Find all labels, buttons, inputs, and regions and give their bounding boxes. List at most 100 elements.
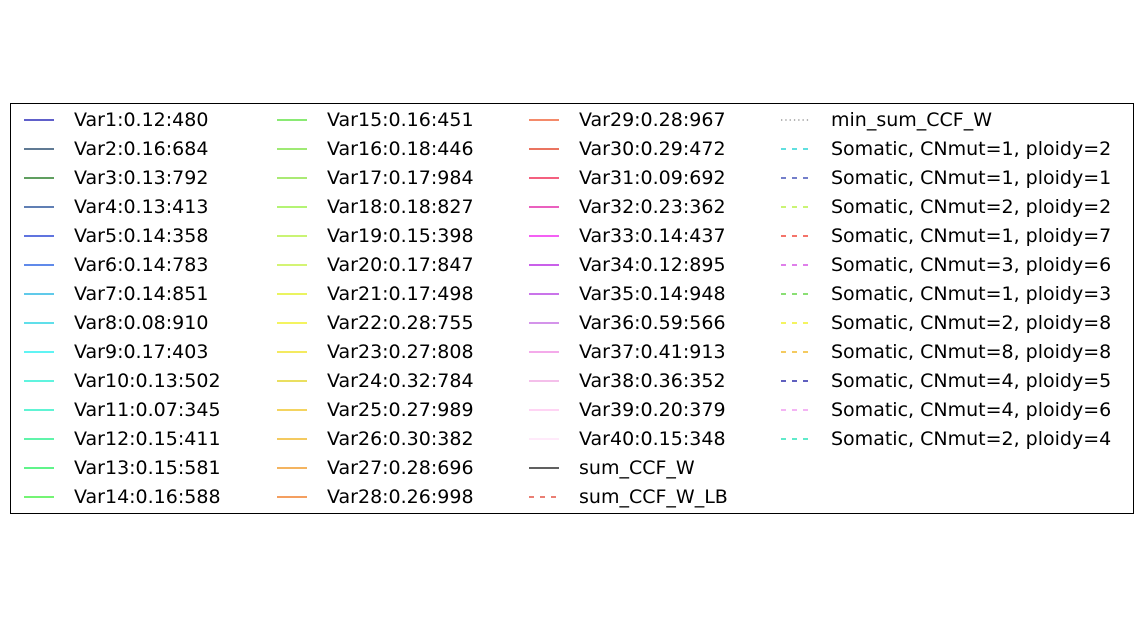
- legend-label: Var2:0.16:684: [74, 138, 209, 160]
- legend-label: Var27:0.28:696: [327, 457, 474, 479]
- legend-line-sample: [529, 177, 559, 179]
- legend-label: Var19:0.15:398: [327, 225, 474, 247]
- legend-label: Var36:0.59:566: [579, 312, 726, 334]
- legend-line-sample: [781, 351, 811, 353]
- legend-line-sample: [781, 177, 811, 179]
- legend-line-sample: [24, 264, 54, 266]
- legend-line-sample: [277, 467, 307, 469]
- legend-label: Var16:0.18:446: [327, 138, 474, 160]
- legend-label: Var11:0.07:345: [74, 399, 221, 421]
- legend-label: Var38:0.36:352: [579, 370, 726, 392]
- legend-label: Var28:0.26:998: [327, 486, 474, 508]
- legend-line-sample: [781, 235, 811, 237]
- legend-line-sample: [24, 496, 54, 498]
- legend-label: Var12:0.15:411: [74, 428, 221, 450]
- legend-label: sum_CCF_W_LB: [579, 486, 728, 508]
- legend-line-sample: [529, 293, 559, 295]
- legend-line-sample: [277, 409, 307, 411]
- legend-line-sample: [781, 119, 811, 121]
- legend-label: Somatic, CNmut=2, ploidy=2: [831, 196, 1112, 218]
- legend-label: Var10:0.13:502: [74, 370, 221, 392]
- legend-label: Var6:0.14:783: [74, 254, 209, 276]
- legend-line-sample: [24, 380, 54, 382]
- legend-line-sample: [529, 351, 559, 353]
- legend-line-sample: [24, 235, 54, 237]
- legend-label: Var21:0.17:498: [327, 283, 474, 305]
- legend-line-sample: [529, 235, 559, 237]
- legend-label: Var5:0.14:358: [74, 225, 209, 247]
- legend-label: Var29:0.28:967: [579, 109, 726, 131]
- legend-line-sample: [529, 438, 559, 440]
- legend-line-sample: [24, 409, 54, 411]
- legend-line-sample: [277, 380, 307, 382]
- legend-label: Var33:0.14:437: [579, 225, 726, 247]
- legend-line-sample: [277, 148, 307, 150]
- legend-line-sample: [529, 409, 559, 411]
- legend-line-sample: [24, 322, 54, 324]
- legend-label: Var23:0.27:808: [327, 341, 474, 363]
- legend-line-sample: [781, 409, 811, 411]
- legend-line-sample: [24, 177, 54, 179]
- legend-line-sample: [529, 496, 559, 498]
- legend-label: Var37:0.41:913: [579, 341, 726, 363]
- legend-line-sample: [277, 496, 307, 498]
- legend-label: Somatic, CNmut=1, ploidy=2: [831, 138, 1112, 160]
- legend-label: Var15:0.16:451: [327, 109, 474, 131]
- legend-line-sample: [277, 119, 307, 121]
- legend-line-sample: [24, 438, 54, 440]
- legend-label: Somatic, CNmut=2, ploidy=4: [831, 428, 1112, 450]
- legend-line-sample: [529, 467, 559, 469]
- legend-label: Var35:0.14:948: [579, 283, 726, 305]
- legend-line-sample: [529, 380, 559, 382]
- legend-label: Var26:0.30:382: [327, 428, 474, 450]
- legend-label: Somatic, CNmut=1, ploidy=7: [831, 225, 1112, 247]
- legend-line-sample: [24, 206, 54, 208]
- legend-line-sample: [277, 235, 307, 237]
- legend-line-sample: [529, 264, 559, 266]
- legend-line-sample: [781, 206, 811, 208]
- legend-label: Var17:0.17:984: [327, 167, 474, 189]
- legend-line-sample: [529, 206, 559, 208]
- legend-label: Var9:0.17:403: [74, 341, 209, 363]
- legend-label: Var3:0.13:792: [74, 167, 209, 189]
- legend-label: Var8:0.08:910: [74, 312, 209, 334]
- legend-label: Var40:0.15:348: [579, 428, 726, 450]
- legend-label: Var1:0.12:480: [74, 109, 209, 131]
- legend-label: Somatic, CNmut=1, ploidy=1: [831, 167, 1112, 189]
- legend-label: Var32:0.23:362: [579, 196, 726, 218]
- legend-line-sample: [24, 148, 54, 150]
- legend-line-sample: [277, 293, 307, 295]
- legend-label: Somatic, CNmut=8, ploidy=8: [831, 341, 1112, 363]
- legend-line-sample: [277, 351, 307, 353]
- legend-label: min_sum_CCF_W: [831, 109, 993, 131]
- legend-line-sample: [24, 467, 54, 469]
- legend-label: Var39:0.20:379: [579, 399, 726, 421]
- legend-label: sum_CCF_W: [579, 457, 695, 479]
- legend-line-sample: [24, 351, 54, 353]
- legend-label: Var24:0.32:784: [327, 370, 474, 392]
- legend-line-sample: [781, 264, 811, 266]
- legend-line-sample: [529, 322, 559, 324]
- legend-label: Var14:0.16:588: [74, 486, 221, 508]
- legend-line-sample: [277, 206, 307, 208]
- legend-line-sample: [24, 119, 54, 121]
- legend-label: Var4:0.13:413: [74, 196, 209, 218]
- legend-label: Var20:0.17:847: [327, 254, 474, 276]
- legend-label: Var13:0.15:581: [74, 457, 221, 479]
- legend-label: Var7:0.14:851: [74, 283, 209, 305]
- legend-line-sample: [781, 380, 811, 382]
- legend-label: Somatic, CNmut=1, ploidy=3: [831, 283, 1112, 305]
- legend-line-sample: [781, 293, 811, 295]
- legend-label: Var25:0.27:989: [327, 399, 474, 421]
- legend-label: Var18:0.18:827: [327, 196, 474, 218]
- legend-label: Somatic, CNmut=3, ploidy=6: [831, 254, 1112, 276]
- legend-line-sample: [24, 293, 54, 295]
- legend-label: Var31:0.09:692: [579, 167, 726, 189]
- legend-label: Somatic, CNmut=4, ploidy=6: [831, 399, 1112, 421]
- legend-line-sample: [529, 148, 559, 150]
- legend-line-sample: [529, 119, 559, 121]
- legend-label: Somatic, CNmut=2, ploidy=8: [831, 312, 1112, 334]
- legend-label: Somatic, CNmut=4, ploidy=5: [831, 370, 1112, 392]
- legend-label: Var30:0.29:472: [579, 138, 726, 160]
- legend-line-sample: [277, 438, 307, 440]
